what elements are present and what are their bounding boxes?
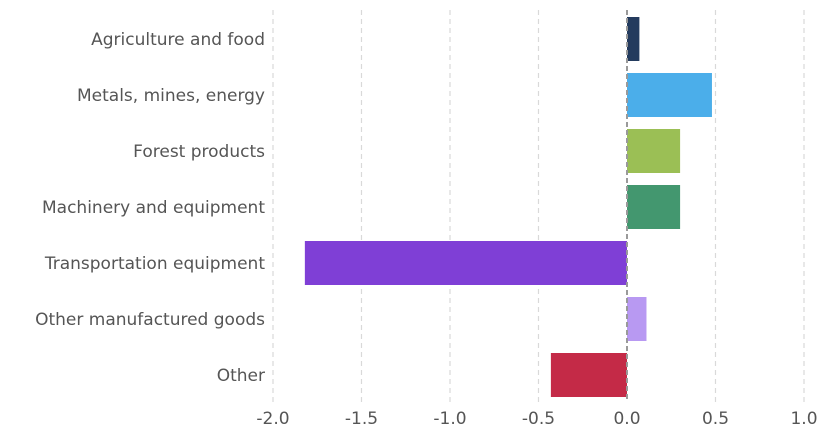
category-labels: Agriculture and food Metals, mines, energ… (35, 30, 265, 386)
category-label: Machinery and equipment (42, 198, 265, 218)
bar-transportation-equipment (304, 241, 627, 285)
x-tick-label: 0.0 (613, 409, 640, 429)
bar-other (550, 353, 627, 397)
x-tick-labels: -2.0 -1.5 -1.0 -0.5 0.0 0.5 1.0 (256, 409, 817, 429)
category-label: Transportation equipment (44, 254, 265, 274)
bar-agriculture-and-food (627, 17, 640, 61)
bar-other-manufactured-goods (627, 297, 647, 341)
category-label: Other manufactured goods (35, 310, 265, 330)
bar-forest-products (627, 129, 681, 173)
bar-metals-mines-energy (627, 73, 712, 117)
x-tick-label: -1.0 (433, 409, 466, 429)
category-label: Forest products (133, 142, 265, 162)
x-tick-label: 1.0 (790, 409, 817, 429)
category-label: Metals, mines, energy (77, 86, 265, 106)
grid-lines (272, 10, 805, 402)
x-tick-label: -1.5 (345, 409, 378, 429)
bars (304, 17, 712, 397)
x-tick-label: -0.5 (522, 409, 555, 429)
x-tick-label: 0.5 (702, 409, 729, 429)
category-label: Other (217, 366, 265, 386)
bar-machinery-and-equipment (627, 185, 681, 229)
x-tick-label: -2.0 (256, 409, 289, 429)
category-label: Agriculture and food (91, 30, 265, 50)
